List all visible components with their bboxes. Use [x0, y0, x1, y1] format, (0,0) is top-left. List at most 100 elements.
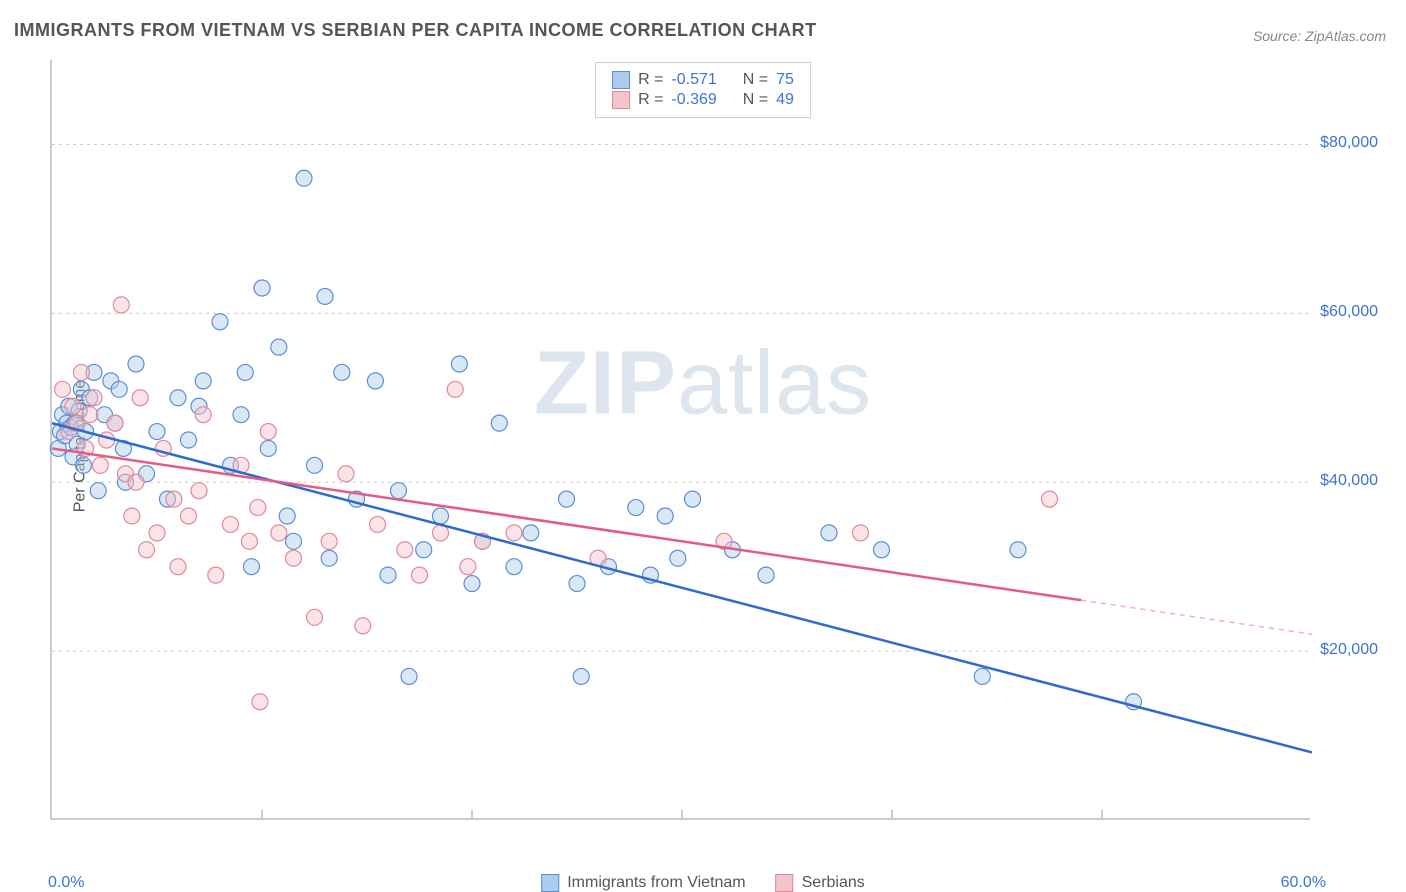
- data-point: [523, 525, 539, 541]
- data-point: [212, 314, 228, 330]
- data-point: [321, 550, 337, 566]
- data-point: [113, 297, 129, 313]
- data-point: [271, 339, 287, 355]
- data-point: [628, 500, 644, 516]
- data-point: [307, 457, 323, 473]
- data-point: [506, 559, 522, 575]
- data-point: [55, 381, 71, 397]
- data-point: [170, 559, 186, 575]
- data-point: [90, 483, 106, 499]
- data-point: [657, 508, 673, 524]
- data-point: [506, 525, 522, 541]
- data-point: [1010, 542, 1026, 558]
- data-point: [260, 424, 276, 440]
- data-point: [412, 567, 428, 583]
- data-point: [241, 533, 257, 549]
- data-point: [447, 381, 463, 397]
- data-point: [296, 170, 312, 186]
- data-point: [370, 516, 386, 532]
- data-point: [181, 432, 197, 448]
- data-point: [974, 668, 990, 684]
- swatch-pink-icon: [612, 91, 630, 109]
- legend-row-serbians: R = -0.369 N = 49: [612, 91, 794, 109]
- data-point: [124, 508, 140, 524]
- data-point: [195, 407, 211, 423]
- swatch-blue-icon: [612, 71, 630, 89]
- data-point: [73, 364, 89, 380]
- y-tick-label: $60,000: [1320, 303, 1378, 321]
- data-point: [208, 567, 224, 583]
- data-point: [132, 390, 148, 406]
- data-point: [874, 542, 890, 558]
- data-point: [111, 381, 127, 397]
- data-point: [237, 364, 253, 380]
- data-point: [334, 364, 350, 380]
- chart-plot-area: [50, 60, 1310, 820]
- r-label: R =: [638, 71, 663, 89]
- data-point: [279, 508, 295, 524]
- data-point: [416, 542, 432, 558]
- trend-line: [52, 423, 1312, 752]
- data-point: [391, 483, 407, 499]
- trend-line-extrapolated: [1081, 600, 1312, 634]
- data-point: [573, 668, 589, 684]
- x-min-label: 0.0%: [48, 874, 84, 892]
- data-point: [397, 542, 413, 558]
- chart-title: IMMIGRANTS FROM VIETNAM VS SERBIAN PER C…: [14, 20, 817, 41]
- x-max-label: 60.0%: [1281, 874, 1326, 892]
- data-point: [401, 668, 417, 684]
- legend-label-vietnam: Immigrants from Vietnam: [567, 874, 745, 892]
- n-value-serbians: 49: [776, 91, 794, 109]
- data-point: [128, 474, 144, 490]
- data-point: [460, 559, 476, 575]
- r-value-vietnam: -0.571: [671, 71, 716, 89]
- correlation-legend: R = -0.571 N = 75 R = -0.369 N = 49: [595, 62, 811, 118]
- data-point: [464, 576, 480, 592]
- n-value-vietnam: 75: [776, 71, 794, 89]
- trend-line: [52, 448, 1081, 600]
- data-point: [170, 390, 186, 406]
- swatch-pink-icon: [776, 874, 794, 892]
- data-point: [1042, 491, 1058, 507]
- data-point: [821, 525, 837, 541]
- data-point: [380, 567, 396, 583]
- data-point: [559, 491, 575, 507]
- data-point: [853, 525, 869, 541]
- source-label: Source: ZipAtlas.com: [1253, 28, 1386, 44]
- data-point: [367, 373, 383, 389]
- n-label: N =: [743, 91, 768, 109]
- data-point: [149, 424, 165, 440]
- swatch-blue-icon: [541, 874, 559, 892]
- r-label: R =: [638, 91, 663, 109]
- data-point: [286, 533, 302, 549]
- data-point: [286, 550, 302, 566]
- data-point: [758, 567, 774, 583]
- data-point: [260, 440, 276, 456]
- legend-row-vietnam: R = -0.571 N = 75: [612, 71, 794, 89]
- data-point: [166, 491, 182, 507]
- data-point: [128, 356, 144, 372]
- data-point: [254, 280, 270, 296]
- data-point: [92, 457, 108, 473]
- data-point: [317, 288, 333, 304]
- data-point: [307, 609, 323, 625]
- r-value-serbians: -0.369: [671, 91, 716, 109]
- data-point: [191, 483, 207, 499]
- data-point: [82, 407, 98, 423]
- data-point: [244, 559, 260, 575]
- data-point: [181, 508, 197, 524]
- y-tick-label: $80,000: [1320, 134, 1378, 152]
- data-point: [433, 508, 449, 524]
- legend-item-vietnam: Immigrants from Vietnam: [541, 874, 745, 892]
- series-legend: Immigrants from Vietnam Serbians: [541, 874, 865, 892]
- data-point: [491, 415, 507, 431]
- data-point: [139, 542, 155, 558]
- y-tick-label: $40,000: [1320, 472, 1378, 490]
- data-point: [195, 373, 211, 389]
- data-point: [107, 415, 123, 431]
- data-point: [321, 533, 337, 549]
- data-point: [271, 525, 287, 541]
- data-point: [223, 516, 239, 532]
- data-point: [685, 491, 701, 507]
- data-point: [569, 576, 585, 592]
